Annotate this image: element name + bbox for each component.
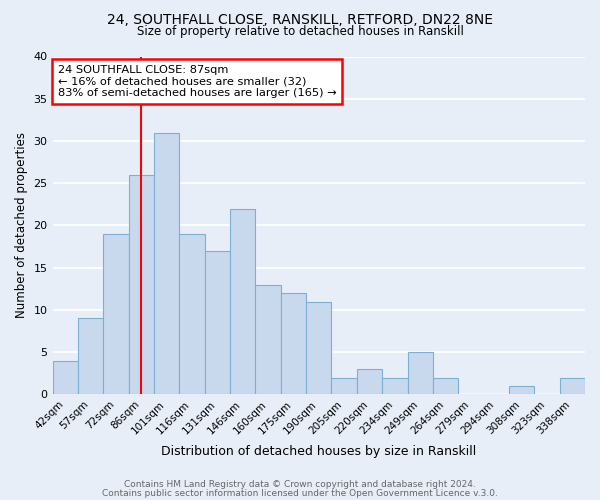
Bar — [78, 318, 103, 394]
Bar — [128, 175, 154, 394]
X-axis label: Distribution of detached houses by size in Ranskill: Distribution of detached houses by size … — [161, 444, 476, 458]
Bar — [433, 378, 458, 394]
Bar — [53, 360, 78, 394]
Bar — [509, 386, 534, 394]
Bar — [230, 208, 256, 394]
Text: Contains public sector information licensed under the Open Government Licence v.: Contains public sector information licen… — [102, 488, 498, 498]
Bar — [154, 132, 179, 394]
Bar — [357, 369, 382, 394]
Bar — [205, 251, 230, 394]
Bar — [331, 378, 357, 394]
Text: 24, SOUTHFALL CLOSE, RANSKILL, RETFORD, DN22 8NE: 24, SOUTHFALL CLOSE, RANSKILL, RETFORD, … — [107, 12, 493, 26]
Bar — [281, 293, 306, 394]
Bar — [382, 378, 407, 394]
Text: Contains HM Land Registry data © Crown copyright and database right 2024.: Contains HM Land Registry data © Crown c… — [124, 480, 476, 489]
Bar — [179, 234, 205, 394]
Bar — [256, 284, 281, 395]
Y-axis label: Number of detached properties: Number of detached properties — [15, 132, 28, 318]
Bar — [560, 378, 585, 394]
Bar — [407, 352, 433, 395]
Text: Size of property relative to detached houses in Ranskill: Size of property relative to detached ho… — [137, 25, 463, 38]
Bar — [306, 302, 331, 394]
Text: 24 SOUTHFALL CLOSE: 87sqm
← 16% of detached houses are smaller (32)
83% of semi-: 24 SOUTHFALL CLOSE: 87sqm ← 16% of detac… — [58, 65, 337, 98]
Bar — [103, 234, 128, 394]
